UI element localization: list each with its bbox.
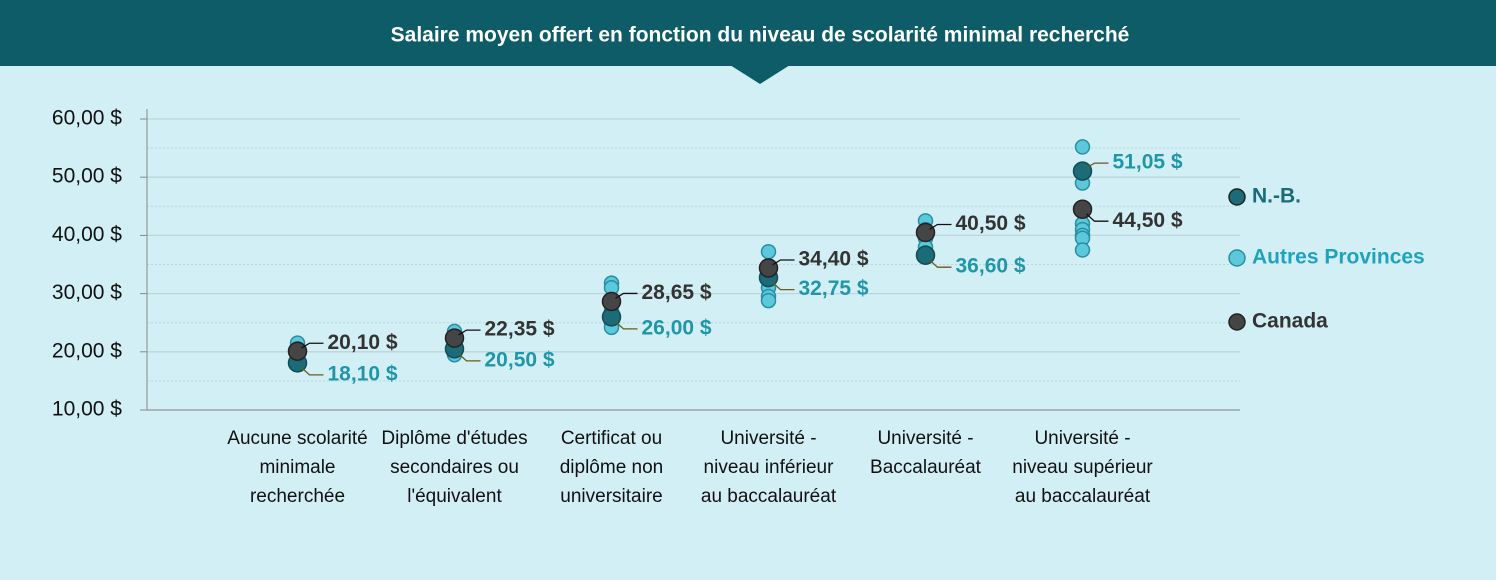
legend-label: N.-B.: [1252, 185, 1301, 208]
x-tick-label: Certificat ou diplôme non universitaire: [559, 428, 664, 507]
leader-line: [1086, 213, 1109, 222]
legend-swatch: [1228, 188, 1246, 206]
dot: [287, 341, 308, 361]
dot: [760, 243, 777, 260]
leader-line: [929, 223, 952, 230]
header-pointer: [730, 65, 790, 84]
leader-line: [301, 367, 324, 376]
data-label: 26,00 $: [642, 316, 712, 339]
x-tick-label: Université - Baccalauréat: [870, 428, 981, 478]
dot: [601, 291, 622, 312]
dot: [1074, 242, 1091, 258]
data-label: 44,50 $: [1113, 209, 1183, 232]
y-tick-label: 20,00 $: [52, 339, 122, 362]
x-tick-label: Aucune scolarité minimale recherchée: [227, 428, 368, 507]
data-label: 34,40 $: [799, 248, 869, 271]
legend-swatch: [1228, 313, 1246, 331]
legend-label: Canada: [1252, 310, 1328, 333]
legend-swatch: [1228, 249, 1246, 267]
data-label: 28,65 $: [642, 281, 712, 304]
y-tick-label: 40,00 $: [52, 223, 122, 246]
data-label: 20,10 $: [328, 331, 398, 354]
leader-line: [1086, 162, 1109, 169]
x-tick-label: Université - niveau inférieur au baccala…: [700, 428, 837, 507]
leader-line: [458, 353, 481, 362]
data-label: 20,50 $: [485, 348, 555, 371]
data-label: 40,50 $: [956, 212, 1026, 235]
dot: [758, 258, 779, 278]
data-label: 22,35 $: [485, 318, 555, 341]
leader-line: [615, 321, 638, 330]
y-tick-label: 50,00 $: [52, 165, 122, 188]
dot: [444, 328, 465, 348]
chart-title: Salaire moyen offert en fonction du nive…: [391, 24, 1130, 47]
data-label: 32,75 $: [799, 277, 869, 300]
dot: [760, 292, 777, 309]
dot: [1074, 139, 1091, 155]
x-tick-label: Diplôme d'études secondaires ou l'équiva…: [381, 428, 528, 507]
leader-line: [615, 292, 638, 299]
data-label: 51,05 $: [1113, 151, 1183, 174]
header-band: [0, 0, 1496, 66]
dot: [1072, 161, 1093, 181]
leader-line: [458, 329, 481, 336]
data-label: 36,60 $: [956, 255, 1026, 278]
legend-label: Autres Provinces: [1252, 246, 1425, 269]
leader-line: [301, 342, 324, 349]
y-tick-label: 30,00 $: [52, 281, 122, 304]
data-label: 18,10 $: [328, 362, 398, 385]
leader-line: [929, 259, 952, 268]
y-tick-label: 60,00 $: [52, 107, 122, 130]
leader-line: [772, 259, 795, 266]
y-tick-label: 10,00 $: [52, 398, 122, 421]
dot: [915, 222, 936, 243]
leader-line: [772, 281, 795, 291]
x-tick-label: Université - niveau supérieur au baccala…: [1012, 428, 1153, 507]
